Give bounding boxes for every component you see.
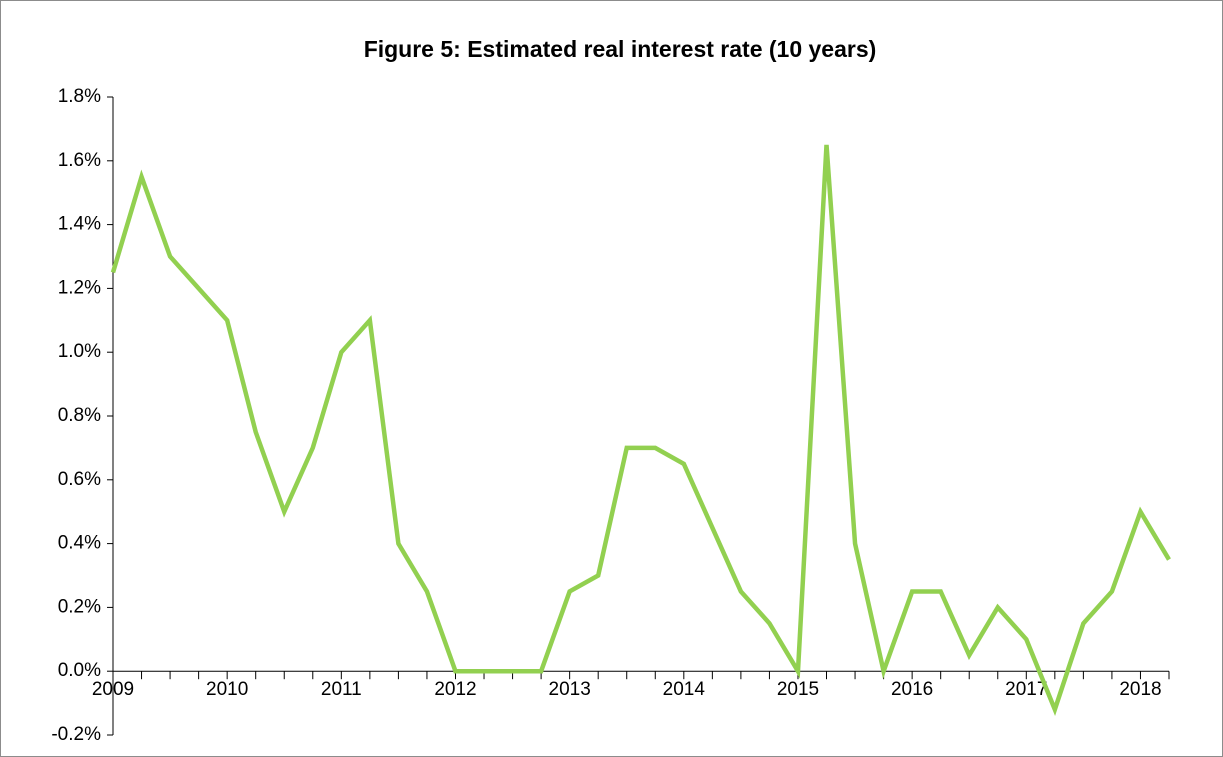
y-tick-label: 0.2%	[58, 596, 101, 617]
x-tick-label: 2013	[549, 679, 591, 700]
chart-title: Figure 5: Estimated real interest rate (…	[364, 36, 877, 62]
y-tick-label: 1.0%	[58, 341, 101, 362]
x-tick-label: 2018	[1119, 679, 1161, 700]
y-tick-label: -0.2%	[51, 724, 101, 745]
y-tick-label: 1.8%	[58, 86, 101, 107]
data-line	[110, 144, 1171, 716]
y-tick-label: 0.4%	[58, 533, 101, 554]
x-tick-label: 2017	[1005, 679, 1047, 700]
y-tick-label: 1.6%	[58, 150, 101, 171]
x-tick-label: 2015	[777, 679, 819, 700]
y-tick-label: 1.2%	[58, 277, 101, 298]
y-tick-label: 0.6%	[58, 469, 101, 490]
x-tick-label: 2011	[321, 679, 362, 700]
x-tick-label: 2016	[891, 679, 933, 700]
x-tick-label: 2014	[663, 679, 706, 700]
x-tick-label: 2012	[434, 679, 476, 700]
y-tick-label: 1.4%	[58, 214, 101, 235]
y-tick-label: 0.8%	[58, 405, 101, 426]
x-tick-label: 2009	[92, 679, 134, 700]
x-tick-label: 2010	[206, 679, 248, 700]
y-tick-label: 0.0%	[58, 660, 101, 681]
